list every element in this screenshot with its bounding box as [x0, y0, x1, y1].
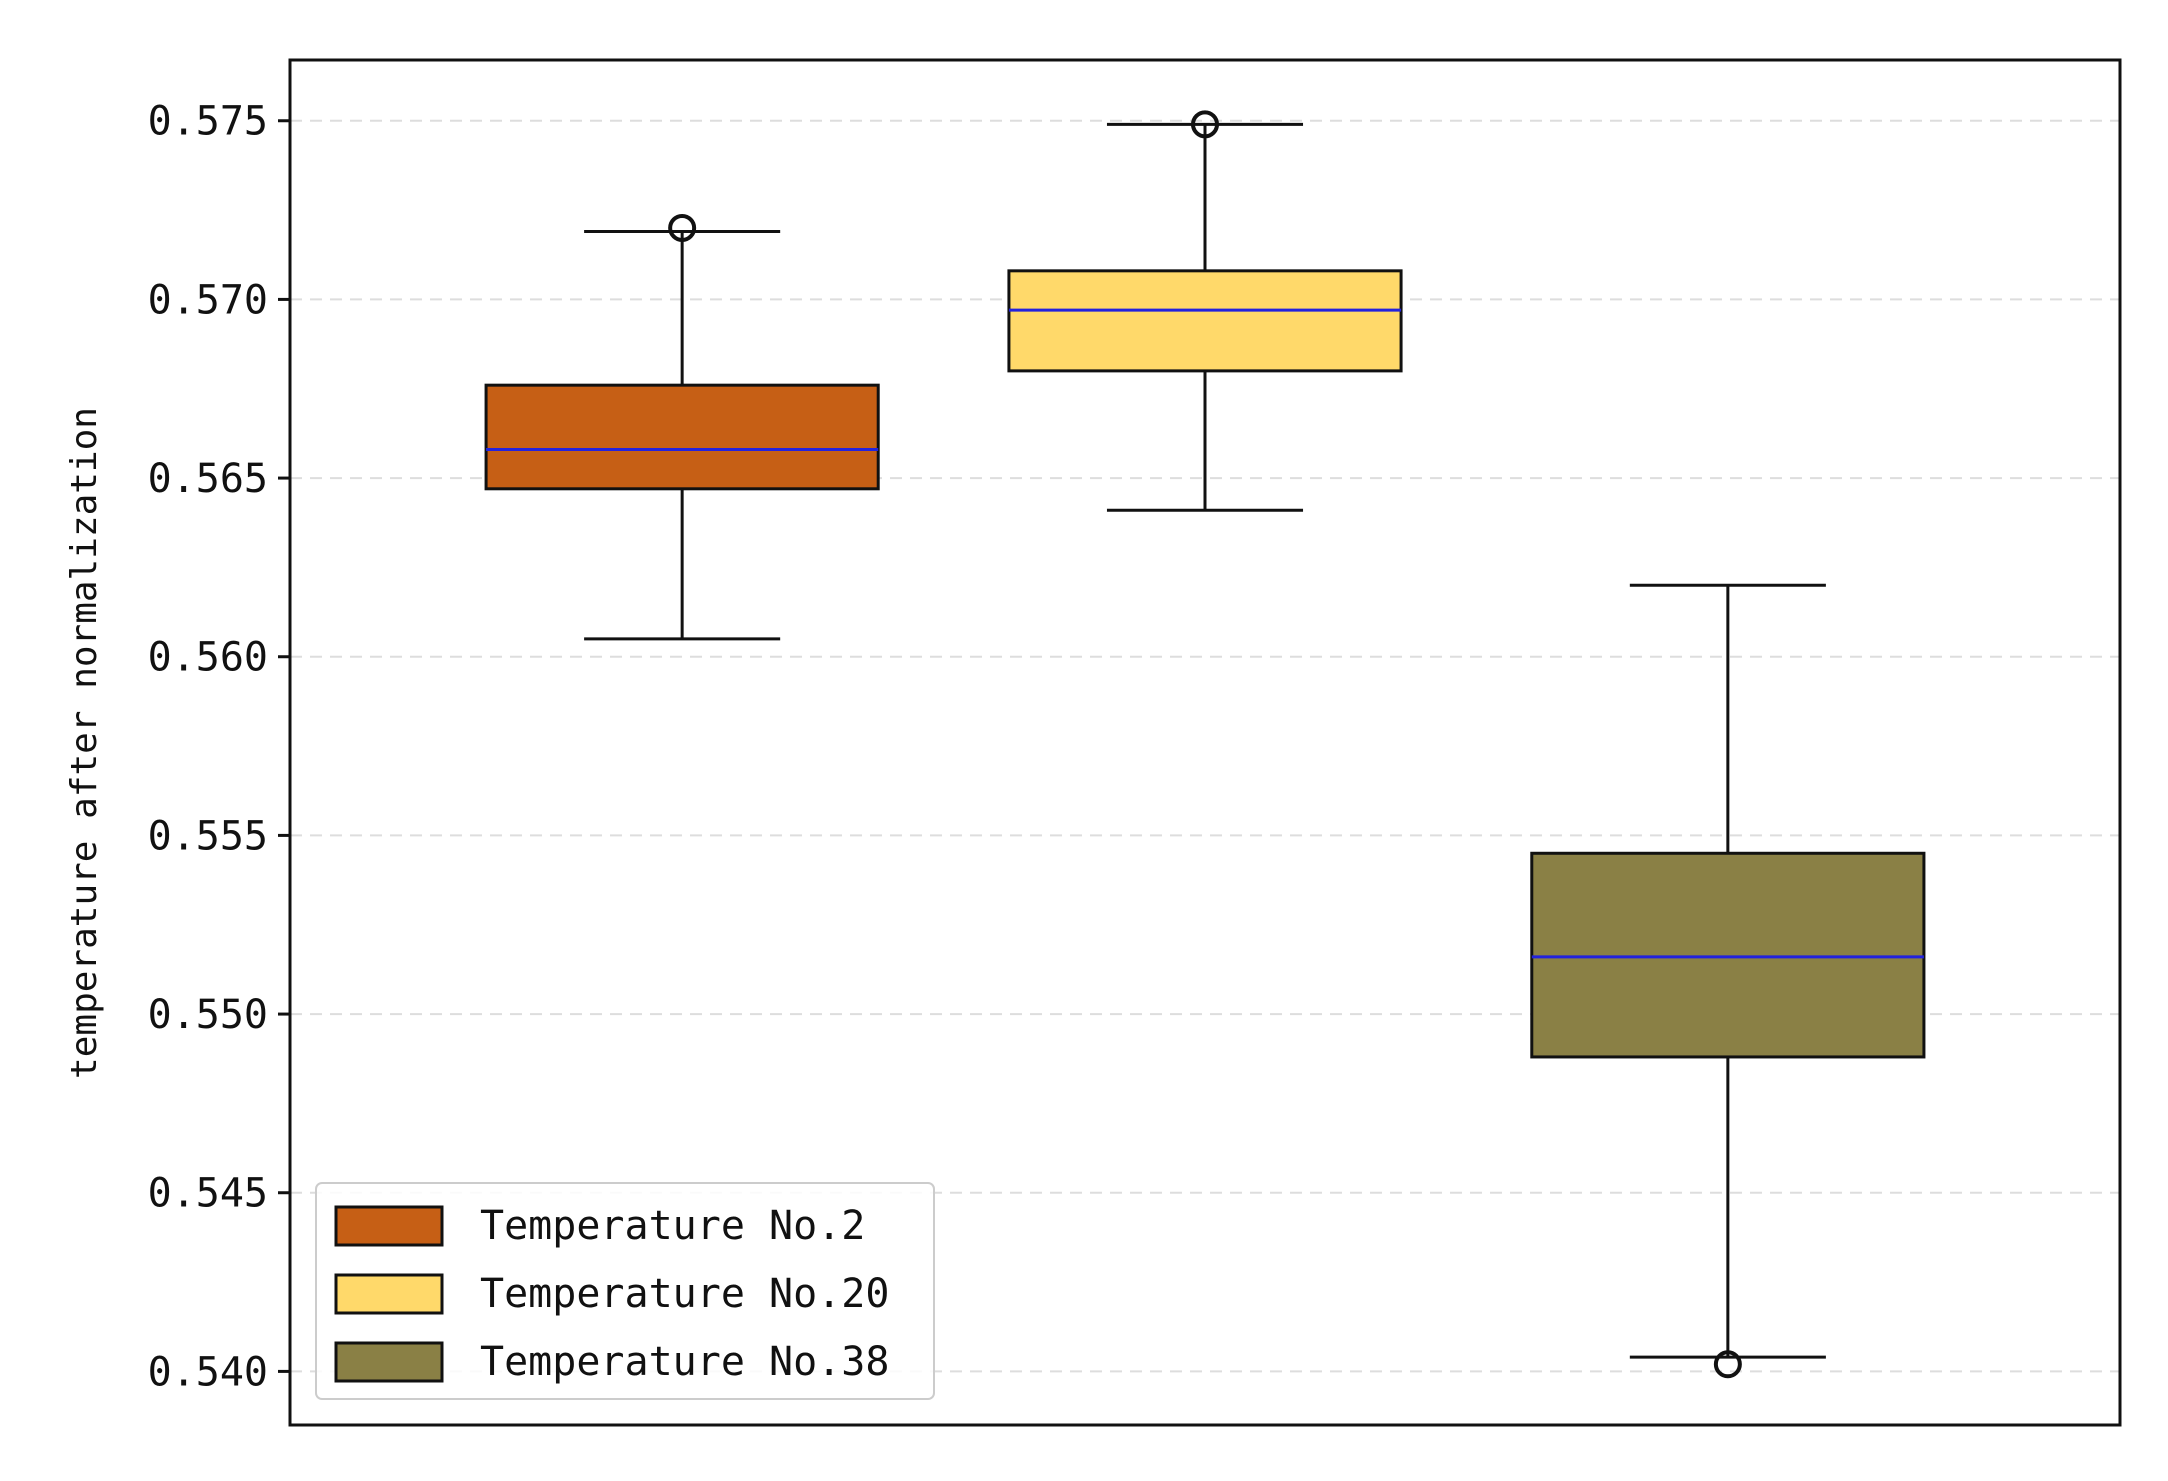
legend-label: Temperature No.38: [480, 1339, 889, 1385]
y-tick-label: 0.545: [148, 1171, 268, 1217]
box-group: [1530, 583, 1926, 1379]
box-iqr: [1007, 269, 1403, 373]
legend-label: Temperature No.2: [480, 1203, 865, 1249]
legend: Temperature No.2 Temperature No.20 Tempera…: [315, 1182, 935, 1400]
outlier-point: [1713, 1350, 1742, 1379]
legend-swatch: [334, 1205, 444, 1247]
y-tick-label: 0.560: [148, 635, 268, 681]
y-axis-title: temperature after normalization: [64, 407, 105, 1079]
legend-swatch: [334, 1273, 444, 1315]
y-tick-label: 0.555: [148, 813, 268, 859]
box-iqr: [484, 383, 880, 491]
box-group: [484, 213, 880, 641]
legend-frame: [315, 1182, 935, 1400]
y-tick-label: 0.565: [148, 456, 268, 502]
plot-frame: [288, 58, 2122, 1427]
outlier-point: [668, 213, 697, 242]
legend-swatch: [334, 1341, 444, 1383]
y-tick-label: 0.570: [148, 277, 268, 323]
box-iqr: [1530, 851, 1926, 1059]
y-tick-label: 0.575: [148, 99, 268, 145]
outlier-point: [1191, 110, 1219, 139]
legend-label: Temperature No.20: [480, 1271, 889, 1317]
y-axis: 0.575 0.570 0.565 0.560 0.555 0.550 0.545 0.540: [148, 99, 290, 1395]
y-tick-label: 0.550: [148, 992, 268, 1038]
boxes: [484, 110, 1926, 1379]
box-group: [1007, 110, 1403, 512]
y-tick-label: 0.540: [148, 1349, 268, 1395]
